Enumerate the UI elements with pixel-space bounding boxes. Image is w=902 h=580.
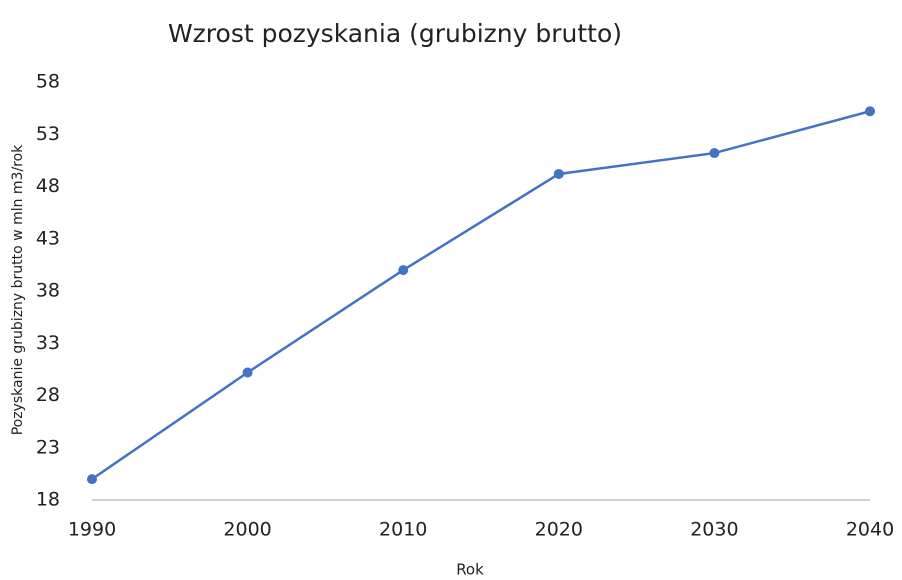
y-tick-label: 48 [36, 175, 60, 197]
x-tick-label: 2000 [223, 519, 271, 541]
x-tick-label: 2010 [379, 519, 427, 541]
y-tick-label: 43 [36, 227, 60, 249]
y-tick-label: 38 [36, 280, 60, 302]
x-tick-label: 2020 [535, 519, 583, 541]
x-tick-label: 1990 [68, 519, 116, 541]
marker [709, 148, 720, 159]
marker [242, 367, 253, 378]
y-tick-label: 33 [36, 332, 60, 354]
x-tick-label: 2030 [690, 519, 738, 541]
y-tick-label: 28 [36, 384, 60, 406]
marker [865, 106, 875, 117]
y-tick-label: 53 [36, 123, 60, 145]
marker [398, 265, 409, 276]
chart-title: Wzrost pozyskania (grubizny brutto) [168, 19, 622, 48]
y-tick-label: 23 [36, 436, 60, 458]
y-tick-label: 58 [36, 71, 60, 93]
marker [87, 474, 97, 485]
x-axis-label: Rok [456, 561, 484, 579]
line [91, 110, 871, 481]
y-tick-label: 18 [36, 489, 60, 511]
y-axis-label: Pozyskanie grubizny brutto w mln m3/rok [10, 144, 26, 435]
x-tick-label: 2040 [846, 519, 894, 541]
marker [553, 168, 564, 179]
